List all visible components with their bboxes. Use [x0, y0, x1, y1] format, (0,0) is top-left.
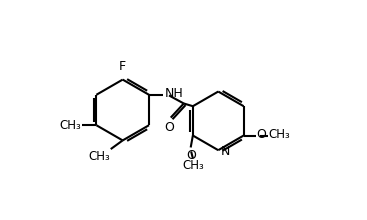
Text: F: F [119, 60, 126, 73]
Text: CH₃: CH₃ [59, 119, 81, 132]
Text: O: O [165, 121, 175, 134]
Text: CH₃: CH₃ [88, 150, 110, 163]
Text: NH: NH [165, 87, 184, 100]
Text: CH₃: CH₃ [183, 159, 204, 172]
Text: O: O [256, 128, 266, 141]
Text: CH₃: CH₃ [268, 128, 290, 141]
Text: N: N [221, 145, 230, 158]
Text: O: O [186, 148, 196, 161]
